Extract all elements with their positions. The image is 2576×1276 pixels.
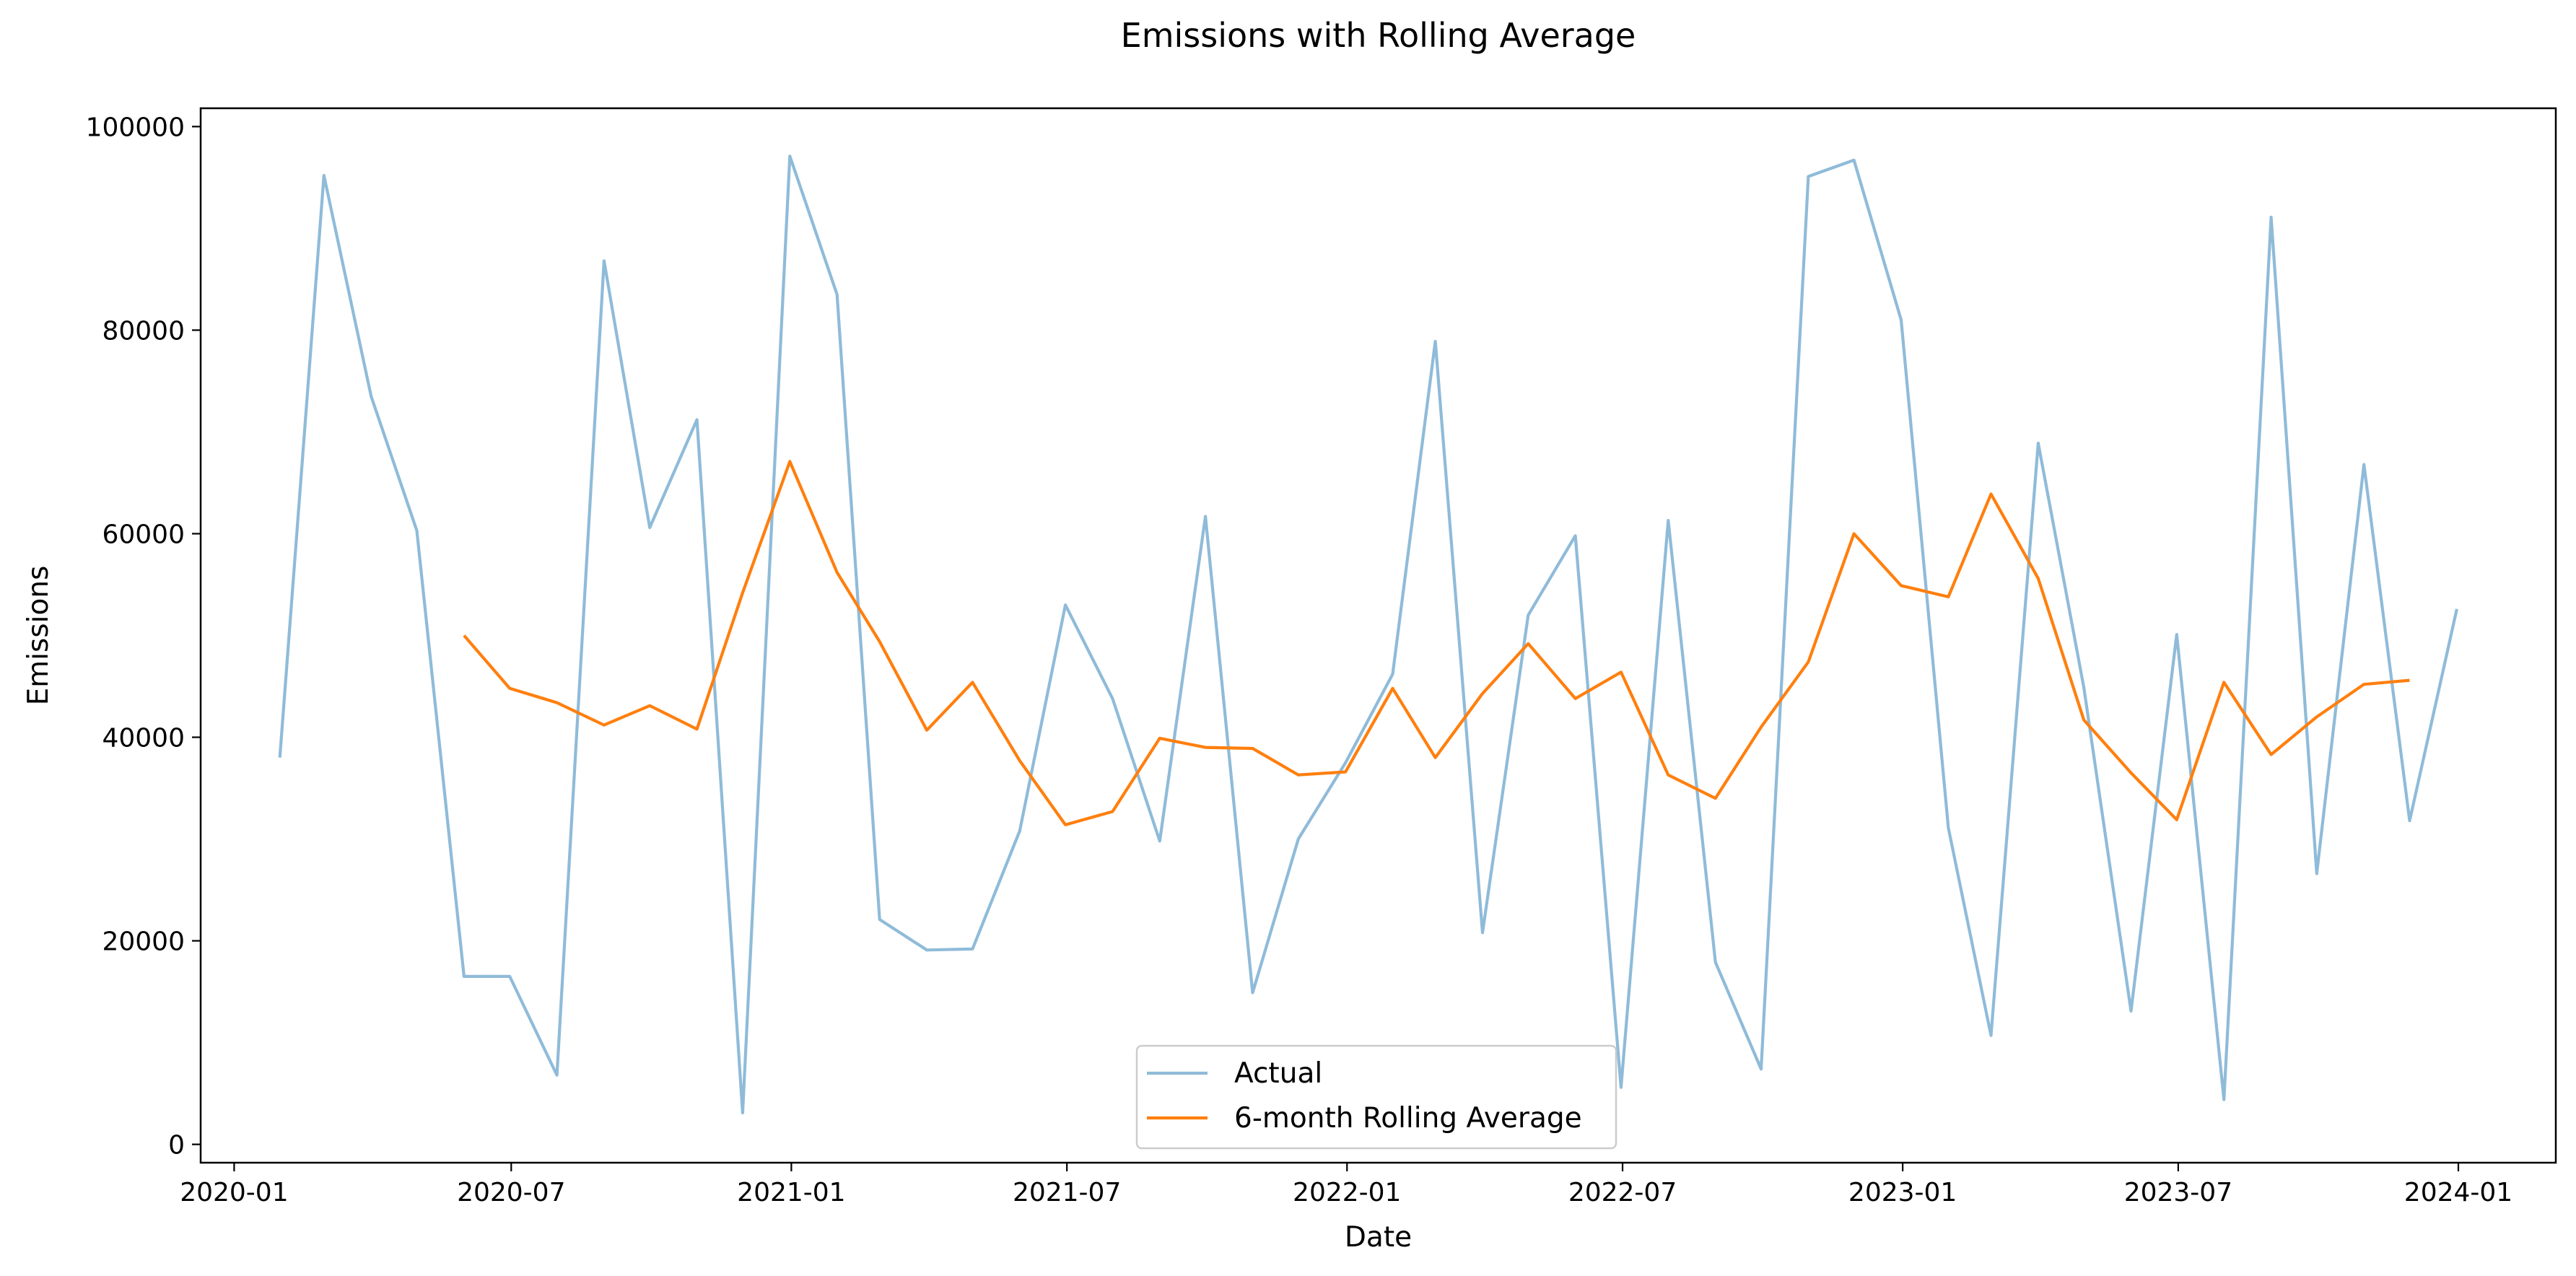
- plot-area: [199, 107, 2557, 1164]
- y-tick-label: 100000: [86, 113, 185, 142]
- legend-box: [1135, 1044, 1617, 1150]
- x-tick-label: 2020-07: [457, 1178, 565, 1207]
- y-axis: 0 20000 40000 60000 80000 100000: [86, 113, 201, 1161]
- legend-label: Actual: [1234, 1057, 1322, 1090]
- x-tick-label: 2020-01: [180, 1178, 288, 1207]
- y-tick-label: 80000: [102, 316, 185, 346]
- series-layer: [278, 154, 2458, 1114]
- x-tick-label: 2021-07: [1013, 1178, 1121, 1207]
- y-axis-label: Emissions: [22, 566, 55, 706]
- x-axis: 2020-01 2020-07 2021-01 2021-07 2022-01 2022-…: [180, 1163, 2512, 1207]
- x-tick-label: 2023-01: [1848, 1178, 1957, 1207]
- x-tick-label: 2022-01: [1293, 1178, 1401, 1207]
- y-tick-label: 60000: [102, 520, 185, 549]
- plot-frame: [199, 107, 2557, 1164]
- y-tick-label: 40000: [102, 724, 185, 753]
- x-tick-label: 2021-01: [737, 1178, 845, 1207]
- x-tick-label: 2022-07: [1568, 1178, 1677, 1207]
- y-tick-label: 0: [168, 1131, 185, 1161]
- legend-label: 6-month Rolling Average: [1234, 1102, 1582, 1135]
- y-tick-label: 20000: [102, 927, 185, 957]
- x-tick-label: 2023-07: [2124, 1178, 2232, 1207]
- series-line-6-month-rolling-average: [463, 460, 2410, 826]
- legend: Actual 6-month Rolling Average: [1135, 1044, 1617, 1150]
- chart-title: Emissions with Rolling Average: [1121, 16, 1636, 55]
- x-axis-label: Date: [1345, 1221, 1412, 1254]
- series-line-actual: [278, 154, 2458, 1114]
- x-tick-label: 2024-01: [2404, 1178, 2512, 1207]
